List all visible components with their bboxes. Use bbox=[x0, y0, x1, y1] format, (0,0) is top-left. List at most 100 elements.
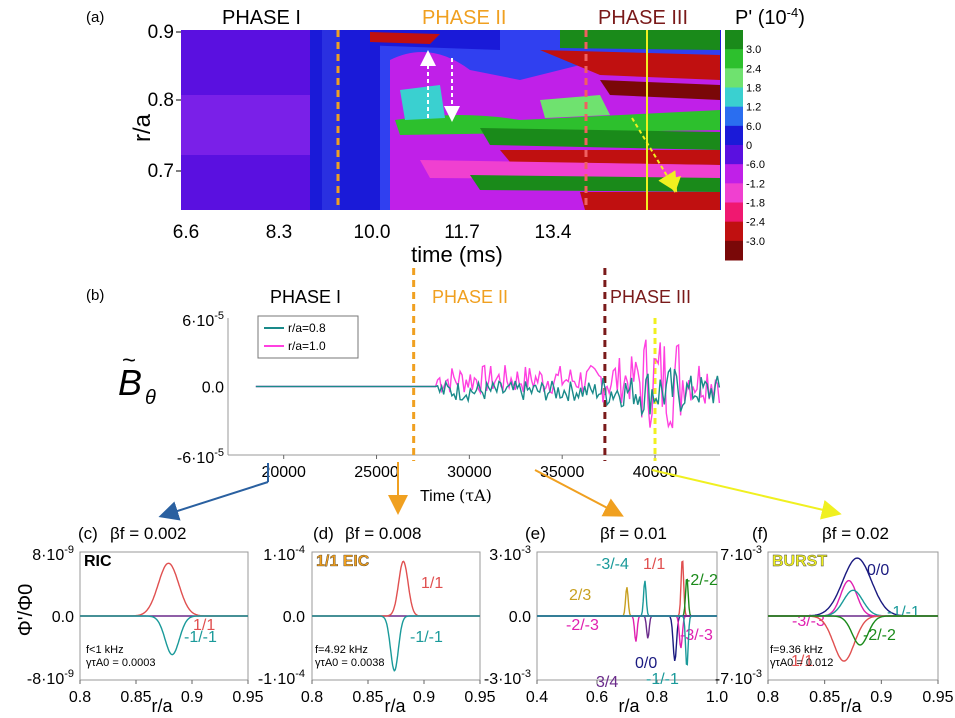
x-tick-label-b: 25000 bbox=[354, 464, 399, 481]
x-tick-label: 0.95 bbox=[232, 689, 263, 706]
x-tick-label-b: 20000 bbox=[261, 464, 306, 481]
x-axis-label-f: r/a bbox=[840, 696, 862, 716]
colorbar-tick-label: -2.4 bbox=[746, 217, 765, 229]
colorbar-tick-label: 0 bbox=[746, 140, 752, 152]
panel-f-growth: γτA0 = 0.012 bbox=[770, 657, 833, 669]
y-tick-label-a: 0.9 bbox=[148, 22, 174, 43]
heatmap-region bbox=[322, 30, 340, 210]
colorbar-tick-label: 3.0 bbox=[746, 44, 761, 56]
y-tick-label-d: -1·10-4 bbox=[258, 668, 305, 688]
mode-label: -1/-1 bbox=[887, 604, 920, 621]
y-tick-label-e: -3·10-3 bbox=[484, 668, 531, 688]
panel-f-label: (f) bbox=[752, 524, 768, 543]
annotation-arrow-diagonal bbox=[631, 117, 678, 193]
phase-3-label-a: PHASE III bbox=[598, 7, 688, 29]
panel-d-growth: γτA0 = 0.0038 bbox=[315, 657, 384, 669]
heatmap-region bbox=[310, 30, 322, 210]
x-tick-label-b: 40000 bbox=[633, 464, 678, 481]
panel-c-label: (c) bbox=[78, 524, 98, 543]
y-tick-label-a: 0.8 bbox=[148, 90, 174, 111]
phase-2-label-a: PHASE II bbox=[422, 7, 506, 29]
y-tick-label-d: 0.0 bbox=[283, 609, 305, 626]
mode-curve bbox=[537, 615, 717, 666]
x-tick-label-a: 8.3 bbox=[266, 222, 292, 243]
panel-c-growth: γτA0 = 0.0003 bbox=[86, 657, 155, 669]
mode-label: 1/1 bbox=[421, 575, 443, 592]
y-tick-label-a: 0.7 bbox=[148, 161, 174, 182]
x-tick-label: 0.8 bbox=[646, 689, 668, 706]
mode-label: 1/1 bbox=[643, 556, 665, 573]
colorbar-swatch bbox=[725, 106, 743, 127]
heatmap bbox=[181, 30, 721, 210]
phase-2-label-b: PHASE II bbox=[432, 287, 508, 307]
x-axis-label-a: time (ms) bbox=[411, 242, 503, 267]
colorbar-swatch bbox=[725, 125, 743, 146]
colorbar-swatch bbox=[725, 202, 743, 223]
heatmap-region bbox=[480, 128, 720, 150]
mode-label: -2/-3 bbox=[566, 617, 599, 634]
colorbar-tick-label: 1.8 bbox=[746, 83, 761, 95]
panel-d-mode-label: 1/1 EIC bbox=[316, 553, 370, 570]
colorbar-tick-label: 6.0 bbox=[746, 121, 761, 133]
panel-c-mode-label: RIC bbox=[84, 553, 112, 570]
mode-label: 0/0 bbox=[867, 562, 889, 579]
mode-label: -1/-1 bbox=[184, 629, 217, 646]
x-tick-label: 0.6 bbox=[586, 689, 608, 706]
mode-label: 2/3 bbox=[569, 587, 591, 604]
panel-b: (b) PHASE I PHASE II PHASE III B θ ~ 200… bbox=[86, 268, 721, 505]
y-tick-label-b: 6·10-5 bbox=[182, 310, 224, 330]
colorbar-title: P' (10-4) bbox=[735, 5, 805, 29]
x-tick-label-a: 6.6 bbox=[173, 222, 199, 243]
y-axis-label-b-tilde: ~ bbox=[122, 347, 136, 374]
heatmap-region bbox=[600, 80, 720, 100]
colorbar-swatch bbox=[725, 164, 743, 184]
x-tick-label: 0.9 bbox=[181, 689, 203, 706]
panel-f: 0.8 0.85 0.9 0.950/0-3/-3-1/-11/1-2/-27·10-… bbox=[715, 544, 954, 706]
colorbar-tick-label: -1.2 bbox=[746, 178, 765, 190]
phase-1-label-a: PHASE I bbox=[222, 7, 301, 29]
panel-f-freq: f=9.36 kHz bbox=[770, 644, 823, 656]
x-tick-label: 0.9 bbox=[413, 689, 435, 706]
panel-c: 0.8 0.85 0.9 0.95 1/1-1/-1 8·10-9 0.0 -8·10-9 bbox=[27, 544, 264, 706]
colorbar-swatch bbox=[725, 87, 743, 108]
mode-curve bbox=[80, 562, 248, 617]
colorbar-tick-label: -6.0 bbox=[746, 159, 765, 171]
legend-b bbox=[257, 315, 359, 359]
panel-a: (a) PHASE I PHASE II PHASE III bbox=[86, 5, 805, 267]
panel-b-label: (b) bbox=[86, 287, 104, 304]
legend-label-1.0: r/a=1.0 bbox=[288, 339, 326, 353]
x-tick-label: 0.85 bbox=[352, 689, 383, 706]
heatmap-region bbox=[560, 30, 720, 50]
panel-e-title: βf = 0.01 bbox=[600, 524, 667, 543]
mode-label: -1/-1 bbox=[410, 629, 443, 646]
heatmap-region bbox=[540, 95, 610, 118]
mode-label: -2/-2 bbox=[863, 627, 896, 644]
annotation-arrow-head bbox=[665, 176, 681, 193]
panel-d-freq: f=4.92 kHz bbox=[315, 644, 368, 656]
y-tick-label-b: 0.0 bbox=[202, 380, 224, 397]
colorbar-swatch bbox=[725, 221, 743, 242]
heatmap-region bbox=[420, 160, 720, 180]
legend-label-0.8: r/a=0.8 bbox=[288, 321, 326, 335]
y-axis-label-b-sub: θ bbox=[145, 387, 156, 409]
colorbar-swatch bbox=[725, 145, 743, 165]
y-tick-label-e: 0.0 bbox=[509, 609, 531, 626]
heatmap-region bbox=[181, 95, 311, 155]
heatmap-region bbox=[400, 85, 445, 120]
x-tick-label-a: 13.4 bbox=[535, 222, 572, 243]
panel-c-title: βf = 0.002 bbox=[110, 524, 186, 543]
colorbar: 3.0 2.4 1.8 1.2 6.0 0 -6.0 -1.2 -1.8 -2.4 -3.0 bbox=[725, 30, 765, 261]
x-tick-label-b: 30000 bbox=[447, 464, 492, 481]
y-tick-label-f: -7·10-3 bbox=[715, 668, 762, 688]
colorbar-tick-label: 1.2 bbox=[746, 102, 761, 114]
colorbar-tick-label: -1.8 bbox=[746, 198, 765, 210]
x-tick-label: 0.9 bbox=[870, 689, 892, 706]
mode-curve bbox=[80, 615, 248, 656]
y-axis-label-b: B bbox=[118, 362, 142, 403]
mode-label: 1/1 bbox=[791, 653, 813, 670]
y-axis-label-a: r/a bbox=[129, 113, 156, 142]
mode-label: 0/0 bbox=[635, 655, 657, 672]
heatmap-region bbox=[395, 110, 720, 135]
panel-c-freq: f<1 kHz bbox=[86, 644, 124, 656]
